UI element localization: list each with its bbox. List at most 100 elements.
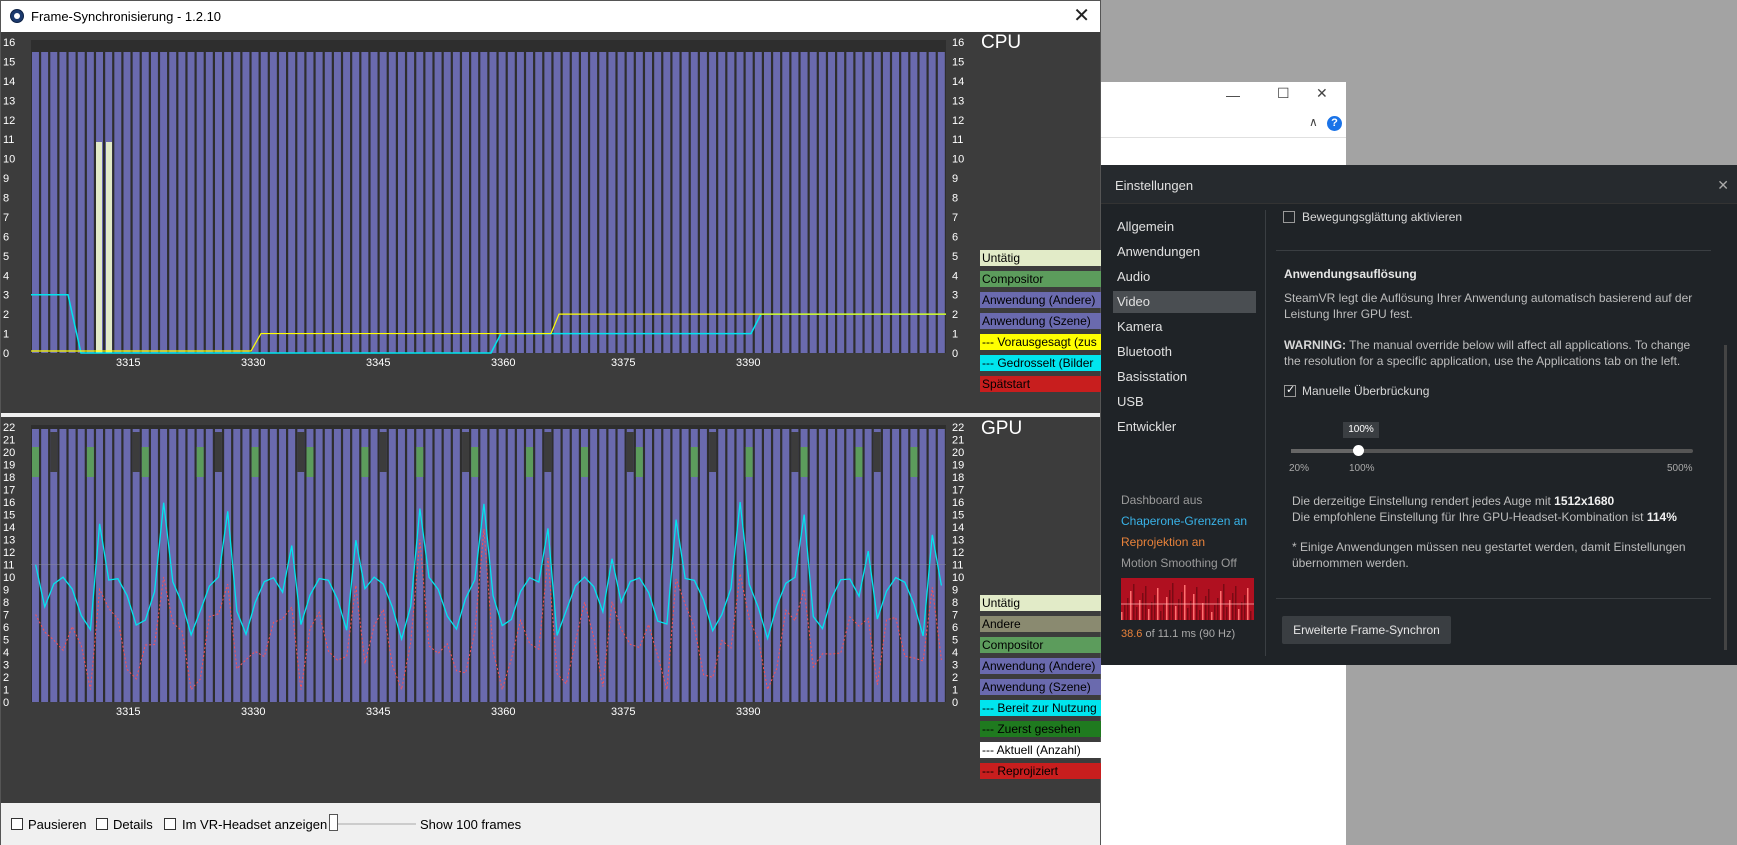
y-tick-label: 17 bbox=[952, 485, 964, 497]
legend-item: --- Reprojiziert bbox=[980, 763, 1101, 779]
status-reprojection[interactable]: Reprojektion an bbox=[1121, 535, 1206, 549]
y-tick-label: 0 bbox=[952, 697, 958, 709]
settings-nav-entwickler[interactable]: Entwickler bbox=[1117, 419, 1177, 434]
settings-nav-anwendungen[interactable]: Anwendungen bbox=[1117, 244, 1201, 259]
frame-bar bbox=[645, 52, 652, 353]
show-in-vr-checkbox[interactable] bbox=[164, 818, 176, 830]
close-icon[interactable]: ✕ bbox=[1316, 85, 1328, 101]
resolution-slider-track[interactable] bbox=[1291, 449, 1693, 453]
frame-bar bbox=[160, 429, 168, 702]
y-tick-label: 4 bbox=[952, 647, 958, 659]
mini-graph-canvas bbox=[1121, 583, 1254, 620]
idle-gap bbox=[297, 432, 305, 472]
mini-bar bbox=[1142, 593, 1144, 620]
frame-bar bbox=[562, 52, 570, 353]
details-checkbox[interactable] bbox=[96, 818, 108, 830]
frame-bar bbox=[800, 429, 808, 702]
maximize-icon[interactable]: ☐ bbox=[1277, 85, 1290, 101]
frame-bar bbox=[242, 429, 250, 702]
frame-bar bbox=[86, 52, 94, 353]
frame-bar bbox=[452, 52, 460, 353]
compositor-segment bbox=[251, 447, 259, 477]
y-tick-label: 14 bbox=[952, 522, 964, 534]
mini-bar bbox=[1250, 611, 1252, 620]
frame-bar bbox=[800, 52, 808, 353]
restart-note: * Einige Anwendungen müssen neu gestarte… bbox=[1292, 540, 1686, 570]
warning-label: WARNING: bbox=[1284, 338, 1346, 352]
frame-bar bbox=[571, 52, 579, 353]
frame-bar bbox=[123, 52, 131, 353]
settings-nav-video[interactable]: Video bbox=[1113, 291, 1256, 313]
frame-bar bbox=[736, 52, 744, 353]
frame-bar bbox=[818, 52, 826, 353]
settings-nav-basisstation[interactable]: Basisstation bbox=[1117, 369, 1188, 384]
frame-bar bbox=[864, 429, 872, 702]
minimize-icon[interactable]: — bbox=[1226, 87, 1240, 103]
frame-bar bbox=[233, 429, 241, 702]
advanced-frame-timing-button[interactable]: Erweiterte Frame-Synchron bbox=[1282, 616, 1451, 644]
frame-bar bbox=[196, 52, 204, 353]
mini-bar bbox=[1151, 602, 1153, 620]
legend-item: --- Bereit zur Nutzung bbox=[980, 700, 1101, 716]
frame-bar bbox=[370, 429, 378, 702]
y-tick-label: 15 bbox=[952, 56, 964, 68]
frame-bar bbox=[873, 52, 881, 353]
mini-bar bbox=[1244, 595, 1246, 620]
resolution-slider-thumb[interactable] bbox=[1353, 445, 1364, 456]
y-tick-label: 20 bbox=[952, 447, 964, 459]
status-dashboard[interactable]: Dashboard aus bbox=[1121, 493, 1203, 507]
close-icon[interactable]: ✕ bbox=[1717, 177, 1729, 193]
settings-nav-kamera[interactable]: Kamera bbox=[1117, 319, 1163, 334]
frame-bar bbox=[471, 52, 479, 353]
settings-nav-audio[interactable]: Audio bbox=[1117, 269, 1151, 284]
frame-bar bbox=[480, 52, 488, 353]
frame-bar bbox=[645, 429, 652, 702]
collapse-ribbon-icon[interactable]: ∧ bbox=[1309, 115, 1318, 129]
frame-bar bbox=[114, 429, 122, 702]
frame-bar bbox=[398, 52, 405, 353]
resolution-slider-value: 100% bbox=[1343, 422, 1379, 438]
throttled-line bbox=[31, 293, 946, 354]
close-icon[interactable]: ✕ bbox=[1073, 5, 1090, 27]
settings-nav-usb[interactable]: USB bbox=[1117, 394, 1144, 409]
frame-bar bbox=[169, 429, 177, 702]
cpu-graph: 16 16 15 15 14 14 13 13 12 12 11 11 10 10 9 9 8 8 7 7 6 6 5 5 4 4… bbox=[1, 32, 1101, 413]
frame-bar bbox=[635, 429, 643, 702]
y-tick-label: 8 bbox=[3, 597, 9, 609]
status-chaperone[interactable]: Chaperone-Grenzen an bbox=[1121, 514, 1248, 528]
y-tick-label: 10 bbox=[3, 154, 15, 166]
frames-slider-track[interactable] bbox=[336, 823, 416, 825]
frame-bar bbox=[919, 429, 927, 702]
pause-checkbox[interactable] bbox=[11, 818, 23, 830]
settings-title: Einstellungen bbox=[1115, 178, 1194, 193]
status-motion-smoothing[interactable]: Motion Smoothing Off bbox=[1121, 556, 1237, 570]
mini-bar bbox=[1145, 586, 1147, 620]
frame-bar bbox=[562, 429, 570, 702]
frame-bar bbox=[269, 429, 277, 702]
frame-bar bbox=[809, 52, 817, 353]
reprojected-line bbox=[35, 528, 942, 692]
frame-bar bbox=[288, 52, 296, 353]
frame-bar bbox=[782, 429, 790, 702]
details-label: Details bbox=[113, 817, 153, 832]
frame-bar bbox=[123, 429, 131, 702]
settings-nav-bluetooth[interactable]: Bluetooth bbox=[1117, 344, 1172, 359]
frame-bar bbox=[132, 429, 140, 702]
settings-nav-allgemein[interactable]: Allgemein bbox=[1117, 219, 1175, 234]
compositor-segment bbox=[416, 447, 424, 477]
y-tick-label: 16 bbox=[952, 37, 964, 49]
help-icon[interactable]: ? bbox=[1327, 116, 1342, 131]
settings-scrollbar[interactable] bbox=[1724, 345, 1727, 650]
frames-slider-thumb[interactable] bbox=[329, 814, 338, 831]
y-tick-label: 13 bbox=[3, 535, 15, 547]
motion-smoothing-checkbox[interactable] bbox=[1283, 211, 1295, 223]
manual-override-checkbox[interactable] bbox=[1284, 383, 1296, 397]
mini-bar bbox=[1211, 612, 1213, 620]
mini-bar bbox=[1133, 584, 1135, 620]
frame-bar bbox=[379, 429, 387, 702]
frame-bar bbox=[599, 52, 607, 353]
frame-bar bbox=[791, 429, 799, 702]
idle-gap bbox=[873, 432, 881, 472]
frame-bar bbox=[132, 52, 140, 353]
frame-timing-mini-graph[interactable] bbox=[1121, 578, 1254, 620]
